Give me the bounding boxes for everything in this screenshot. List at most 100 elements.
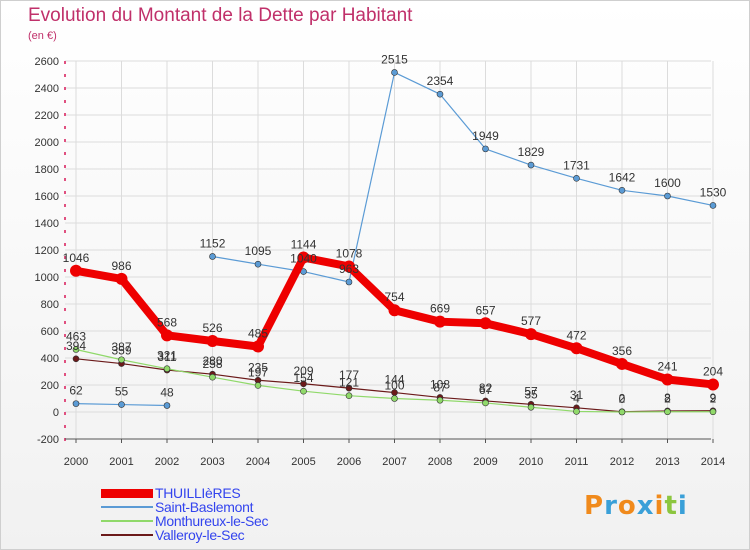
data-point [391, 69, 398, 76]
data-point [209, 253, 216, 260]
legend-swatch [101, 506, 153, 508]
data-point [709, 408, 717, 416]
legend-item: Monthureux-le-Sec [101, 513, 269, 529]
data-point [300, 387, 307, 395]
data-label: 657 [475, 303, 495, 317]
data-point [664, 408, 671, 416]
legend-swatch [101, 520, 153, 522]
x-tick-label: 2009 [473, 456, 497, 468]
legend-item: THUILLIèRES [101, 485, 268, 501]
chart-subtitle: (en €) [28, 30, 57, 42]
data-point [436, 396, 444, 404]
data-point [297, 251, 310, 264]
data-label: 82 [479, 381, 493, 395]
series-monthureux-le-sec [72, 346, 717, 416]
data-label: 235 [248, 360, 268, 374]
x-tick-label: 2011 [565, 456, 589, 468]
data-label: 1078 [336, 246, 363, 260]
x-tick-label: 2006 [337, 456, 361, 468]
data-label: 1046 [63, 251, 90, 265]
data-point [118, 401, 125, 408]
data-point [206, 334, 219, 347]
logo-letter: i [654, 491, 665, 521]
legend-label: Monthureux-le-Sec [155, 513, 269, 529]
data-label: 121 [339, 376, 359, 390]
data-label: 0 [619, 392, 626, 406]
data-label: 9 [710, 391, 717, 405]
data-point [163, 402, 171, 409]
data-label: 258 [202, 357, 222, 371]
data-label: 356 [612, 344, 632, 358]
data-point [709, 202, 717, 209]
data-label: 108 [430, 377, 450, 391]
y-tick-label: 2000 [35, 137, 59, 149]
data-label: 526 [202, 321, 222, 335]
data-label: 986 [111, 259, 131, 273]
data-label: 1731 [563, 158, 590, 172]
logo-letter: r [604, 491, 618, 521]
data-label: 963 [339, 262, 359, 276]
data-label: 55 [115, 385, 129, 399]
data-point [570, 342, 583, 355]
data-point [527, 403, 535, 411]
y-tick-label: 200 [41, 380, 59, 392]
y-tick-label: 1800 [35, 164, 59, 176]
data-label: 35 [524, 387, 538, 401]
data-point [707, 378, 719, 391]
data-point [527, 161, 535, 169]
y-tick-label: 0 [53, 407, 59, 419]
data-label: 2515 [381, 52, 408, 66]
data-point [525, 328, 537, 341]
data-label: 472 [566, 328, 586, 342]
legend-label: THUILLIèRES [155, 485, 241, 501]
data-label: 154 [293, 371, 313, 385]
legend-item: Saint-Baslemont [101, 499, 268, 515]
axes: -200020040060080010001200140016001800200… [35, 56, 726, 468]
legend: THUILLIèRES Saint-Baslemont Monthureux-le-… [101, 485, 269, 543]
x-tick-label: 2008 [428, 456, 452, 468]
data-point [482, 399, 489, 407]
data-label: 669 [430, 302, 450, 316]
data-point [616, 357, 628, 370]
x-tick-label: 2005 [291, 456, 315, 468]
data-label: 2 [619, 392, 626, 406]
data-label: 577 [521, 314, 541, 328]
logo-letter: x [636, 491, 655, 521]
data-label: 485 [248, 327, 268, 341]
x-tick-label: 2000 [64, 456, 88, 468]
series-lines [70, 69, 719, 416]
data-point [115, 272, 128, 285]
data-point [618, 187, 626, 194]
x-tick-label: 2013 [655, 456, 679, 468]
data-point [345, 278, 353, 286]
y-tick-label: 1000 [35, 272, 59, 284]
x-tick-label: 2007 [382, 456, 406, 468]
legend-swatch [101, 534, 153, 536]
data-point [345, 384, 353, 392]
data-point [161, 329, 173, 342]
data-label: 1530 [700, 185, 727, 199]
chart-title: Evolution du Montant de la Dette par Hab… [28, 5, 413, 26]
x-tick-label: 2012 [610, 456, 634, 468]
logo-letter: o [617, 491, 637, 521]
data-point [72, 346, 80, 353]
data-point [479, 317, 492, 330]
x-tick-label: 2003 [200, 456, 224, 468]
data-label: 321 [157, 349, 177, 363]
data-point [573, 408, 580, 415]
data-label: 1949 [472, 129, 499, 143]
data-label: 4 [573, 391, 580, 405]
y-tick-label: 800 [41, 299, 59, 311]
data-label: 209 [293, 364, 313, 378]
data-label: 394 [66, 339, 86, 353]
data-label: 204 [703, 364, 723, 378]
proxiti-logo: Proxiti [584, 491, 688, 521]
data-label: 177 [339, 368, 359, 382]
data-label: 1152 [200, 236, 226, 250]
y-tick-label: 2600 [35, 56, 59, 68]
data-point [300, 380, 307, 388]
data-label: 2 [710, 392, 717, 406]
data-label: 1600 [654, 176, 681, 190]
